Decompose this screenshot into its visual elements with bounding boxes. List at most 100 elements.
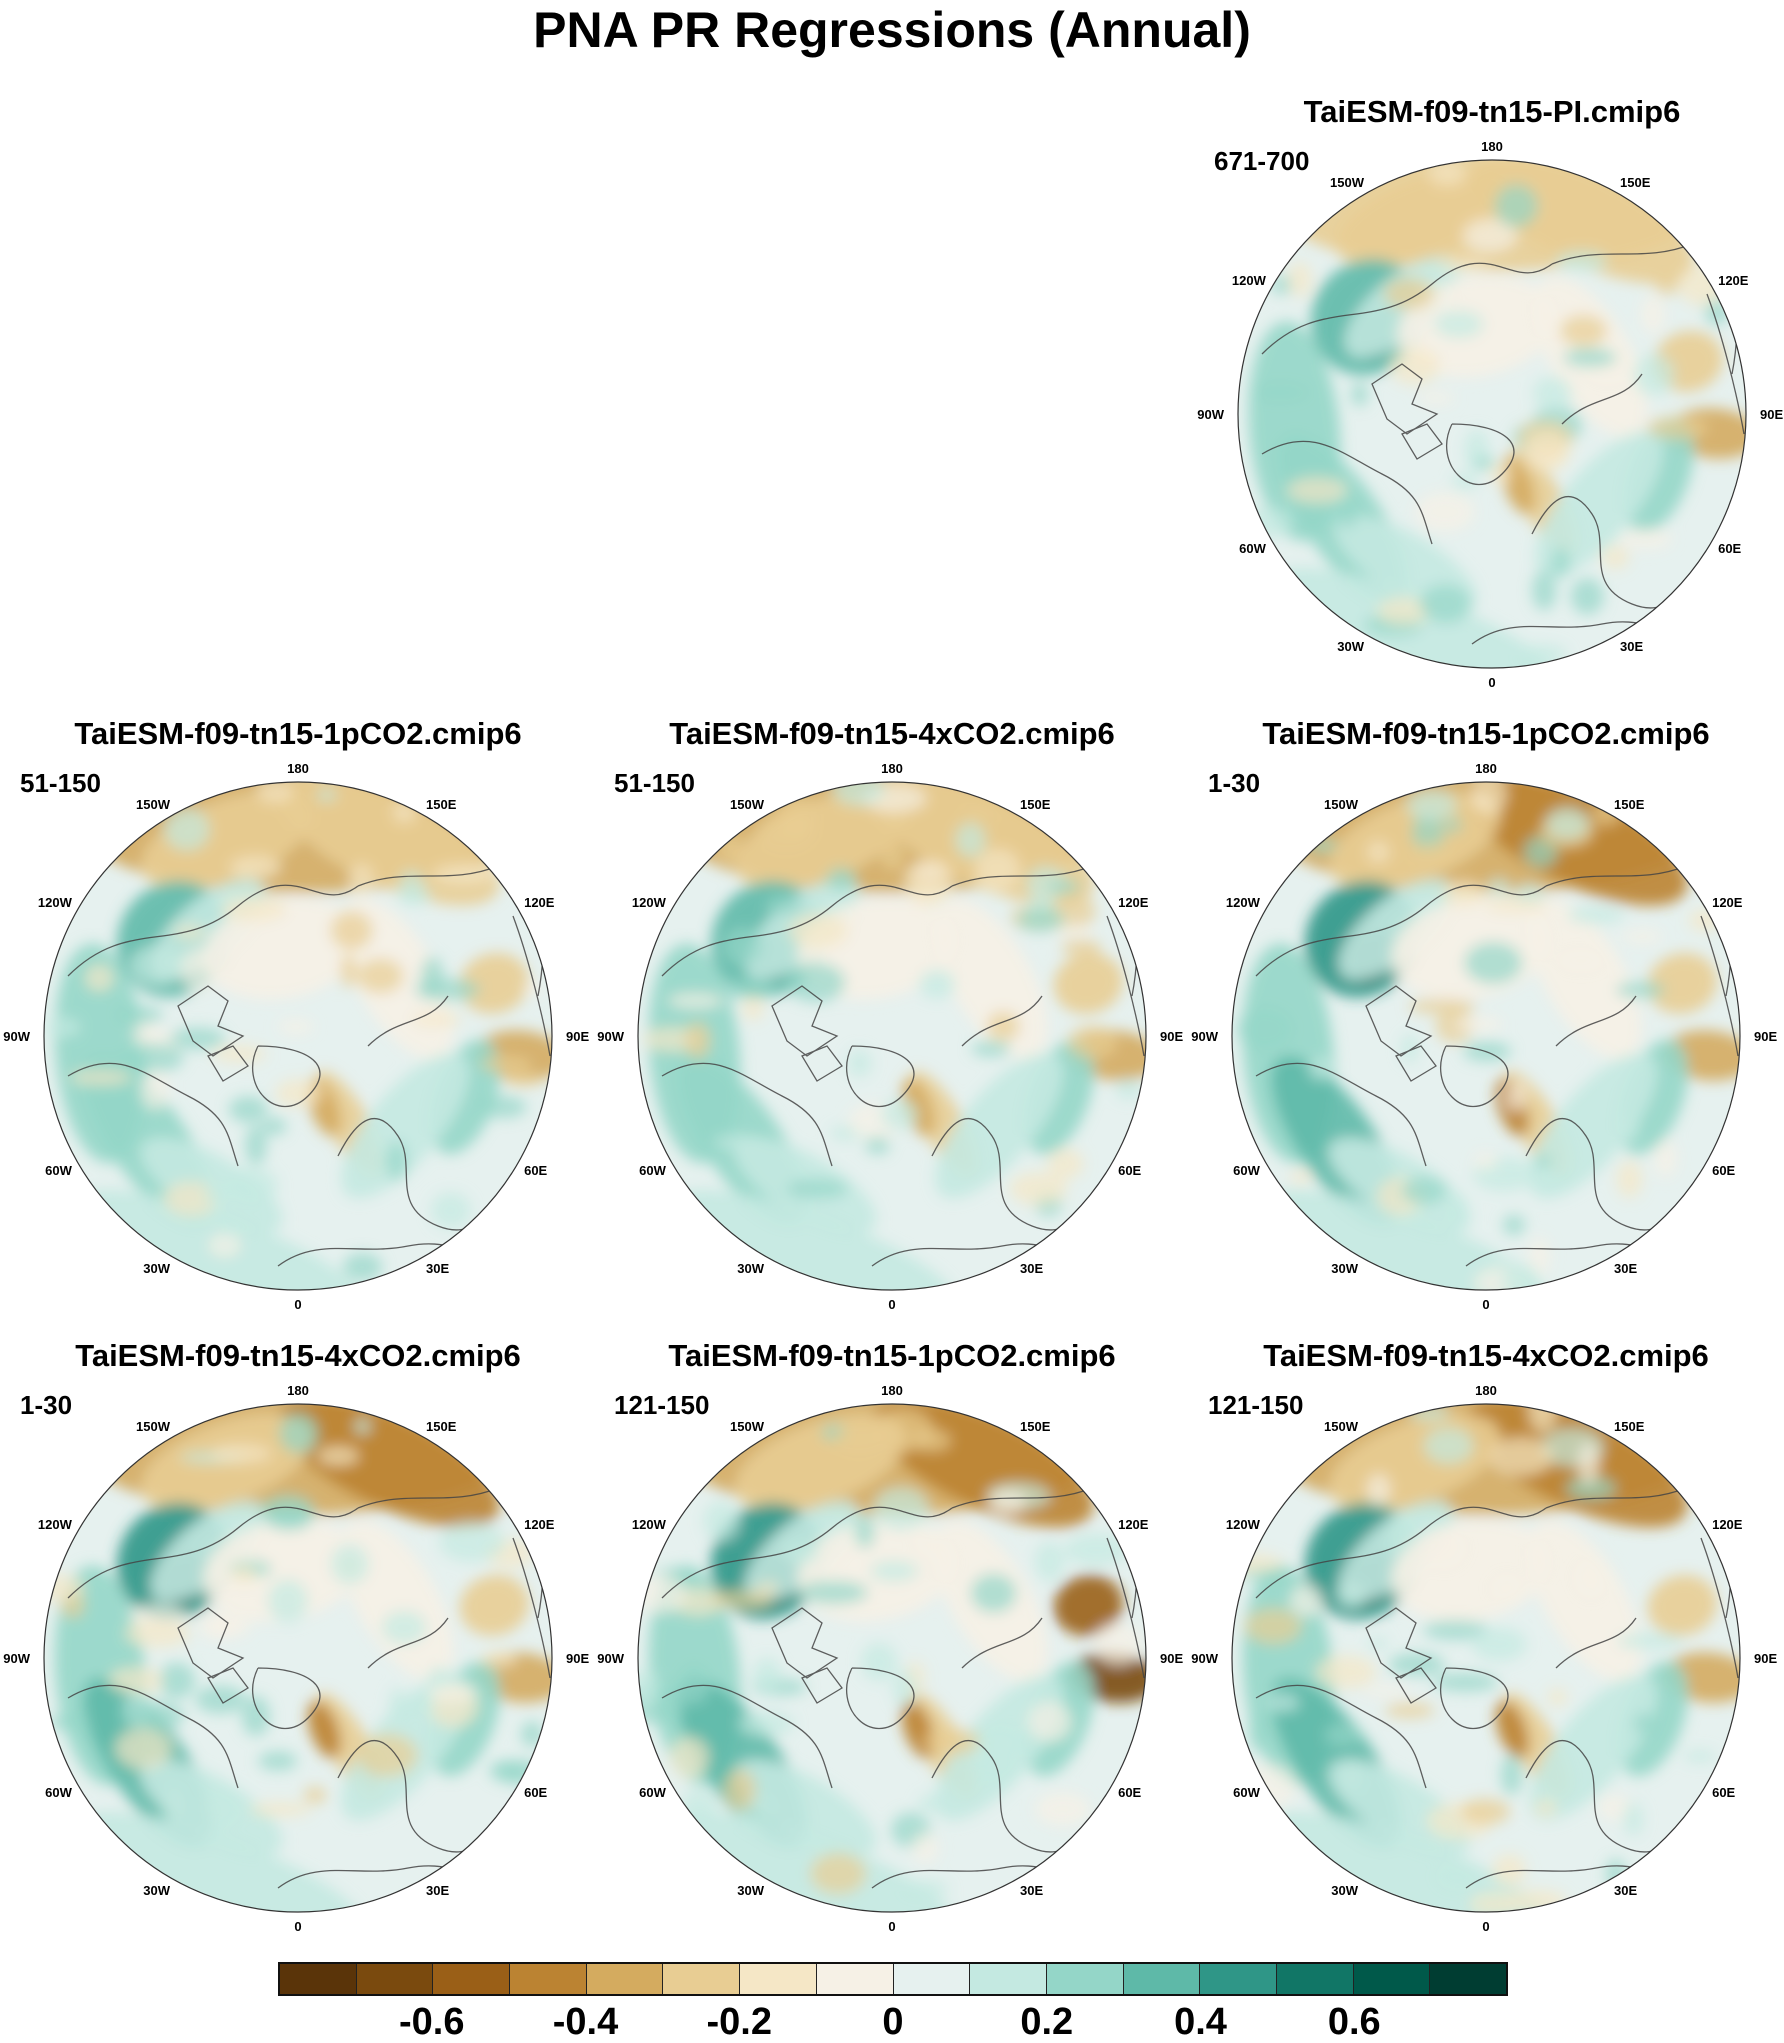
panel-year-range: 121-150 [1208, 1390, 1304, 1420]
colorbar-swatch [1123, 1964, 1201, 1994]
longitude-label: 90W [3, 1029, 30, 1044]
longitude-label: 0 [294, 1919, 301, 1934]
longitude-label: 120W [1232, 273, 1267, 288]
longitude-label: 60E [1118, 1163, 1141, 1178]
longitude-label: 150W [136, 1419, 171, 1434]
longitude-label: 30W [737, 1883, 764, 1898]
longitude-label: 30E [1620, 639, 1643, 654]
polar-map: 180 150E 120E 90E 60E 30E 0 30W 60W 90W 120W 150W [1191, 761, 1777, 1312]
longitude-label: 60W [45, 1163, 72, 1178]
colorbar-swatch [893, 1964, 971, 1994]
longitude-label: 150E [426, 1419, 457, 1434]
colorbar-tick-label: 0.2 [1020, 2001, 1074, 2043]
colorbar-swatches [278, 1962, 1508, 1996]
colorbar: -0.6 -0.4 -0.2 0 0.2 0.4 0.6 [278, 1962, 1508, 2042]
longitude-label: 150E [1614, 1419, 1645, 1434]
longitude-label: 120E [1712, 1517, 1743, 1532]
longitude-label: 120E [1118, 895, 1149, 910]
longitude-label: 120W [632, 1517, 667, 1532]
longitude-label: 90W [1197, 407, 1224, 422]
colorbar-swatch [1046, 1964, 1124, 1994]
longitude-label: 0 [1488, 675, 1495, 690]
colorbar-tick-label: 0 [882, 2001, 904, 2043]
panel-title: TaiESM-f09-tn15-4xCO2.cmip6 [75, 1338, 521, 1373]
map-panel: TaiESM-f09-tn15-4xCO2.cmip6 51-150 180 150E… [597, 716, 1183, 1316]
polar-map: 180 150E 120E 90E 60E 30E 0 30W 60W 90W 120W 150W [597, 761, 1183, 1312]
longitude-label: 60W [1233, 1785, 1260, 1800]
longitude-label: 60E [1712, 1163, 1735, 1178]
colorbar-swatch [1200, 1964, 1277, 1994]
panel-title: TaiESM-f09-tn15-4xCO2.cmip6 [669, 716, 1115, 751]
longitude-label: 60E [1718, 541, 1741, 556]
longitude-label: 90E [1760, 407, 1783, 422]
longitude-label: 180 [881, 1383, 903, 1398]
longitude-label: 90W [597, 1029, 624, 1044]
polar-map: 180 150E 120E 90E 60E 30E 0 30W 60W 90W 120W 150W [3, 761, 589, 1312]
longitude-label: 150W [136, 797, 171, 812]
longitude-label: 150E [1020, 797, 1051, 812]
longitude-label: 60E [524, 1785, 547, 1800]
map-panel: TaiESM-f09-tn15-1pCO2.cmip6 51-150 180 150E… [3, 716, 589, 1316]
colorbar-swatch [510, 1964, 587, 1994]
map-panel: TaiESM-f09-tn15-1pCO2.cmip6 1-30 180 150E 12… [1191, 716, 1777, 1316]
longitude-label: 150W [1330, 175, 1365, 190]
longitude-label: 30E [426, 1883, 449, 1898]
chart-title: PNA PR Regressions (Annual) [533, 2, 1251, 58]
longitude-label: 90E [1754, 1651, 1777, 1666]
longitude-label: 90W [597, 1651, 624, 1666]
panel-title: TaiESM-f09-tn15-1pCO2.cmip6 [1262, 716, 1710, 751]
longitude-label: 30E [1020, 1883, 1043, 1898]
longitude-label: 30W [1337, 639, 1364, 654]
polar-map: 180 150E 120E 90E 60E 30E 0 30W 60W 90W 120W 150W [1197, 139, 1783, 690]
longitude-label: 180 [287, 761, 309, 776]
longitude-label: 150E [1620, 175, 1651, 190]
panel-year-range: 1-30 [20, 1390, 73, 1420]
colorbar-swatch [663, 1964, 741, 1994]
longitude-label: 120E [524, 895, 555, 910]
longitude-label: 120W [38, 1517, 73, 1532]
longitude-label: 90E [1160, 1029, 1183, 1044]
longitude-label: 180 [1481, 139, 1503, 154]
panel-title: TaiESM-f09-tn15-1pCO2.cmip6 [74, 716, 522, 751]
longitude-label: 150E [1614, 797, 1645, 812]
map-panel: TaiESM-f09-tn15-PI.cmip6 671-700 180 150E 12… [1197, 94, 1783, 694]
longitude-label: 30E [1020, 1261, 1043, 1276]
colorbar-tick-label: -0.4 [552, 2001, 619, 2043]
longitude-label: 60E [1712, 1785, 1735, 1800]
longitude-label: 120E [1712, 895, 1743, 910]
longitude-label: 30W [143, 1261, 170, 1276]
longitude-label: 60W [1239, 541, 1266, 556]
longitude-label: 120W [1226, 1517, 1261, 1532]
longitude-label: 120E [524, 1517, 555, 1532]
longitude-label: 0 [888, 1919, 895, 1934]
panel-year-range: 671-700 [1214, 146, 1310, 176]
colorbar-swatch [1430, 1964, 1506, 1994]
longitude-label: 60E [524, 1163, 547, 1178]
colorbar-swatch [280, 1964, 357, 1994]
longitude-label: 150W [730, 1419, 765, 1434]
colorbar-tick-label: 0.6 [1327, 2001, 1381, 2043]
colorbar-swatch [970, 1964, 1047, 1994]
polar-map: 180 150E 120E 90E 60E 30E 0 30W 60W 90W 120W 150W [3, 1383, 589, 1934]
longitude-label: 60W [45, 1785, 72, 1800]
longitude-label: 120W [38, 895, 73, 910]
longitude-label: 30W [1331, 1261, 1358, 1276]
longitude-label: 150W [1324, 1419, 1359, 1434]
longitude-label: 150W [730, 797, 765, 812]
longitude-label: 150E [426, 797, 457, 812]
colorbar-swatch [356, 1964, 434, 1994]
map-panel: TaiESM-f09-tn15-1pCO2.cmip6 121-150 180 150… [597, 1338, 1183, 1938]
longitude-label: 120E [1118, 1517, 1149, 1532]
longitude-label: 120W [632, 895, 667, 910]
longitude-label: 30W [1331, 1883, 1358, 1898]
longitude-label: 30E [1614, 1883, 1637, 1898]
colorbar-swatch [1353, 1964, 1431, 1994]
colorbar-swatch [816, 1964, 894, 1994]
longitude-label: 90E [1754, 1029, 1777, 1044]
longitude-label: 60E [1118, 1785, 1141, 1800]
longitude-label: 60W [1233, 1163, 1260, 1178]
panel-year-range: 1-30 [1208, 768, 1261, 798]
longitude-label: 30W [143, 1883, 170, 1898]
colorbar-swatch [433, 1964, 511, 1994]
colorbar-tick-label: -0.6 [399, 2001, 465, 2043]
